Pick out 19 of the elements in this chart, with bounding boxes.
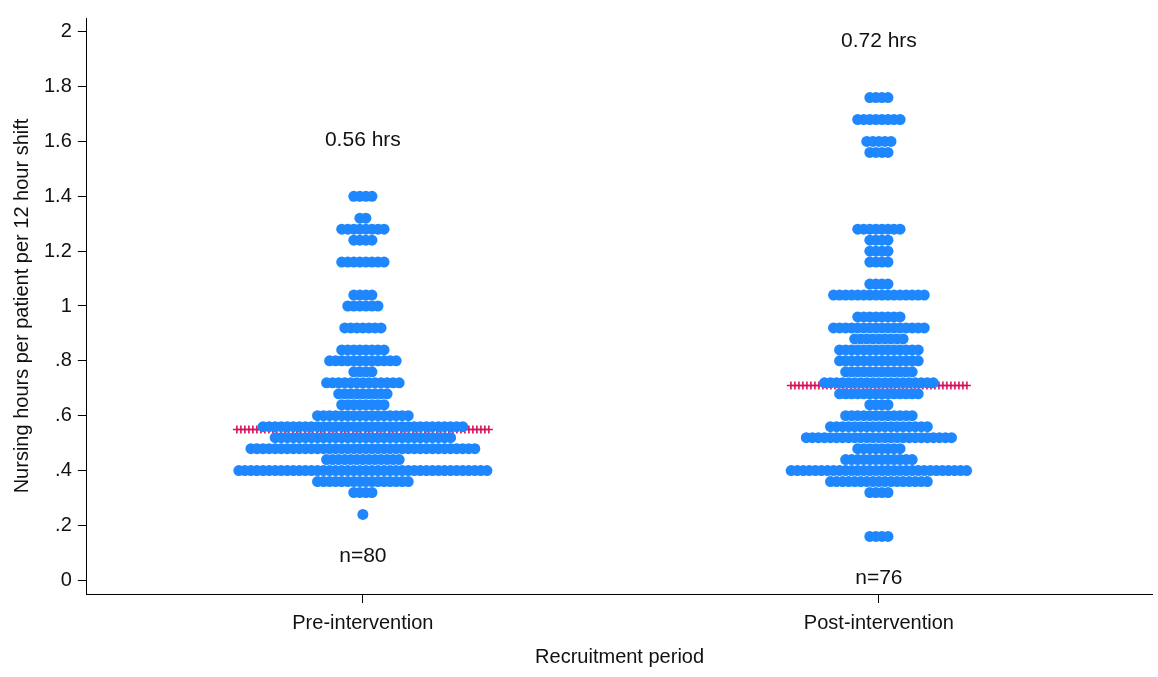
y-tick-label: 0: [60, 567, 72, 590]
y-tick-label: 1: [60, 293, 72, 316]
y-tick-label: 1.2: [43, 238, 72, 261]
y-tick-label: 2: [60, 19, 72, 42]
annotation: 0.72 hrs: [840, 28, 917, 52]
x-tick-label: Post-intervention: [803, 610, 954, 633]
x-axis-title: Recruitment period: [535, 644, 705, 667]
annotation: n=80: [339, 543, 387, 567]
y-axis-title: Nursing hours per patient per 12 hour shift: [9, 118, 32, 494]
annotation: 0.56 hrs: [324, 127, 401, 151]
y-tick-label: .4: [55, 458, 72, 481]
y-tick-label: 1.4: [43, 183, 72, 206]
y-tick-label: .2: [55, 512, 72, 535]
x-tick-label: Pre-intervention: [292, 610, 434, 633]
y-tick-label: .6: [55, 403, 72, 426]
annotation: n=76: [855, 565, 903, 589]
y-tick-label: 1.8: [43, 74, 72, 97]
y-tick-label: .8: [55, 348, 72, 371]
y-tick-label: 1.6: [43, 128, 72, 151]
